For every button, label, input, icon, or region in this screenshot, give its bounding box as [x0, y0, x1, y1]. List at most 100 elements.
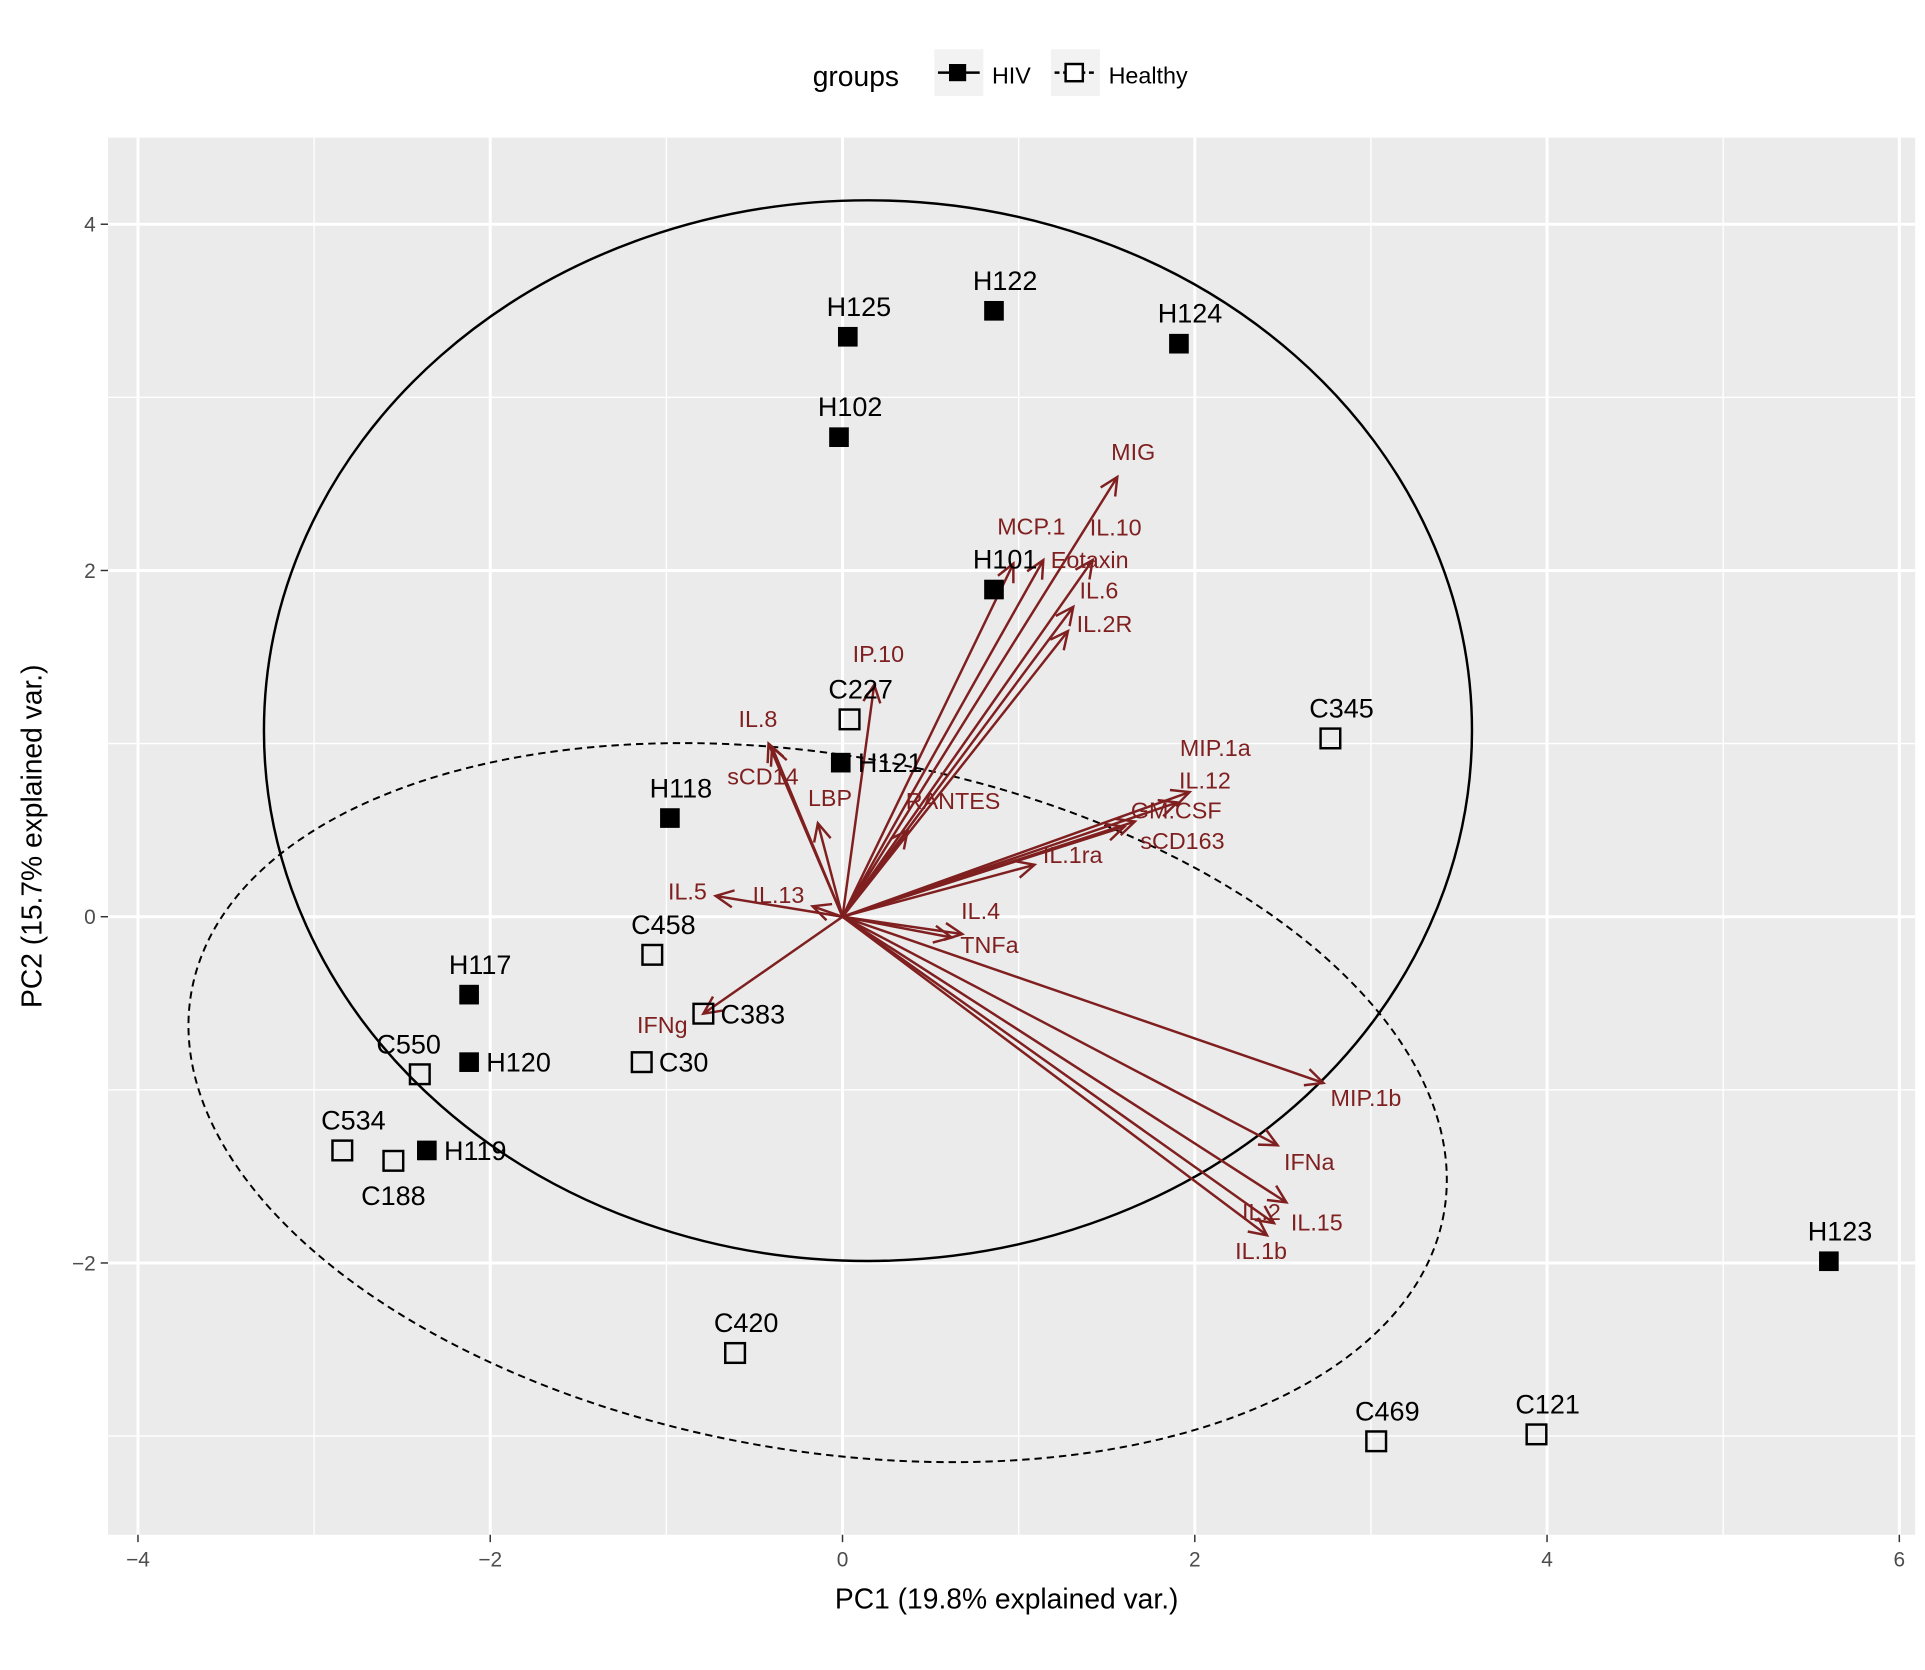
y-axis-label: PC2 (15.7% explained var.) [16, 664, 48, 1008]
hiv-point-marker [984, 300, 1004, 321]
hiv-point-marker [417, 1140, 437, 1161]
plot-panel [108, 137, 1916, 1535]
loading-arrow-lbp: LBP [808, 785, 852, 918]
loading-label: IL.12 [1179, 767, 1231, 793]
loading-arrow-il-15: IL.15 [841, 915, 1343, 1235]
arrow-head-icon [1257, 1128, 1281, 1147]
point-c420: C420 [714, 1308, 778, 1365]
point-h121: H121 [830, 748, 922, 778]
point-h119: H119 [417, 1136, 507, 1166]
x-tick-label: 4 [1541, 1549, 1553, 1572]
point-label: C188 [361, 1181, 426, 1211]
loading-arrow-il-13: IL.13 [753, 882, 843, 922]
hiv-ellipse [262, 199, 1474, 1263]
y-tick-label: 2 [84, 560, 96, 583]
arrow-shaft [841, 915, 1268, 1237]
arrow-shaft [841, 476, 1119, 918]
point-label: C30 [659, 1048, 709, 1078]
point-h102: H102 [818, 392, 883, 448]
arrow-shaft [816, 822, 844, 918]
legend-title: groups [813, 60, 899, 92]
arrow-head-icon [1026, 557, 1045, 580]
point-c458: C458 [631, 910, 696, 966]
point-c345: C345 [1309, 693, 1374, 750]
arrow-shaft [841, 559, 1045, 918]
healthy-point-marker [1365, 1430, 1388, 1453]
loading-arrow-eotaxin: Eotaxin [841, 547, 1129, 918]
point-h125: H125 [827, 292, 892, 347]
arrow-head-icon [1247, 1217, 1270, 1237]
hiv-point-marker [660, 808, 680, 828]
point-label: C469 [1355, 1396, 1420, 1426]
loading-label: MIP.1a [1180, 735, 1251, 761]
arrow-shaft [841, 563, 1015, 918]
loading-arrow-scd14: sCD14 [727, 744, 844, 918]
arrow-shaft [841, 915, 1279, 1147]
loading-label: IL.10 [1090, 514, 1142, 540]
point-label: H123 [1808, 1216, 1873, 1246]
point-label: H124 [1158, 299, 1223, 329]
loading-label: IL.8 [739, 706, 778, 732]
loading-label: IFNg [637, 1012, 688, 1038]
arrow-head-icon [1169, 788, 1193, 807]
point-label: H117 [449, 950, 512, 980]
point-label: H125 [827, 292, 892, 322]
loading-label: MIP.1b [1331, 1085, 1402, 1111]
point-c550: C550 [376, 1029, 441, 1086]
arrow-shaft [841, 630, 1069, 918]
loading-label: RANTES [906, 788, 1001, 814]
arrow-head-icon [889, 827, 910, 850]
y-tick-label: 0 [84, 906, 96, 929]
arrow-head-icon [712, 889, 735, 909]
healthy-point-marker [408, 1063, 431, 1086]
arrow-head-icon [1049, 628, 1070, 651]
arrow-shaft [842, 863, 1035, 918]
healthy-point-marker [382, 1149, 405, 1172]
loading-label: IFNa [1284, 1149, 1335, 1175]
loading-arrow-il-4: IL.4 [842, 898, 1000, 942]
arrow-head-icon [701, 995, 723, 1016]
point-c469: C469 [1355, 1396, 1420, 1453]
arrow-head-icon [1100, 474, 1119, 497]
x-tick-label: 2 [1189, 1549, 1201, 1572]
loading-label: MIG [1111, 439, 1155, 465]
arrow-shaft [841, 684, 876, 917]
healthy-point-marker [331, 1139, 354, 1162]
arrow-head-icon [1074, 557, 1095, 580]
arrow-shaft [841, 915, 1275, 1225]
arrow-shaft [842, 790, 1190, 918]
loading-label: TNFa [960, 932, 1018, 958]
loading-arrow-il-5: IL.5 [668, 879, 843, 918]
group-ellipses [187, 199, 1474, 1464]
y-tick-label: 4 [84, 214, 96, 237]
point-h123: H123 [1808, 1216, 1873, 1272]
arrow-shaft [770, 746, 844, 918]
legend-label-healthy: Healthy [1109, 63, 1188, 89]
point-c121: C121 [1515, 1389, 1580, 1446]
healthy-point-marker [724, 1341, 747, 1365]
arrow-head-icon [1303, 1068, 1327, 1087]
loading-label: sCD163 [1140, 828, 1224, 854]
loading-label: IL.15 [1291, 1209, 1343, 1235]
point-h117: H117 [449, 950, 512, 1005]
point-label: C458 [631, 910, 696, 940]
point-label: H102 [818, 392, 883, 422]
arrow-head-icon [1266, 1184, 1289, 1204]
point-label: H120 [486, 1048, 551, 1078]
loading-arrow-mip-1b: MIP.1b [842, 915, 1402, 1111]
loading-arrow-il-10: IL.10 [841, 514, 1142, 918]
arrow-head-icon [1115, 817, 1138, 836]
healthy-point-marker [838, 708, 861, 731]
point-h118: H118 [650, 773, 713, 828]
loading-arrow-mip-1a: MIP.1a [842, 735, 1251, 918]
arrow-head-icon [1014, 859, 1038, 879]
healthy-point-marker [692, 1002, 715, 1025]
loading-label: IL.13 [753, 882, 805, 908]
point-label: H119 [444, 1136, 507, 1166]
hiv-point-marker [837, 326, 858, 347]
point-label: H118 [650, 773, 713, 803]
point-h122: H122 [973, 266, 1037, 321]
loading-label: IL.2 [1242, 1199, 1281, 1225]
loading-arrow-il-2: IL.2 [841, 915, 1281, 1237]
legend-key-hiv-square-icon [948, 64, 967, 82]
